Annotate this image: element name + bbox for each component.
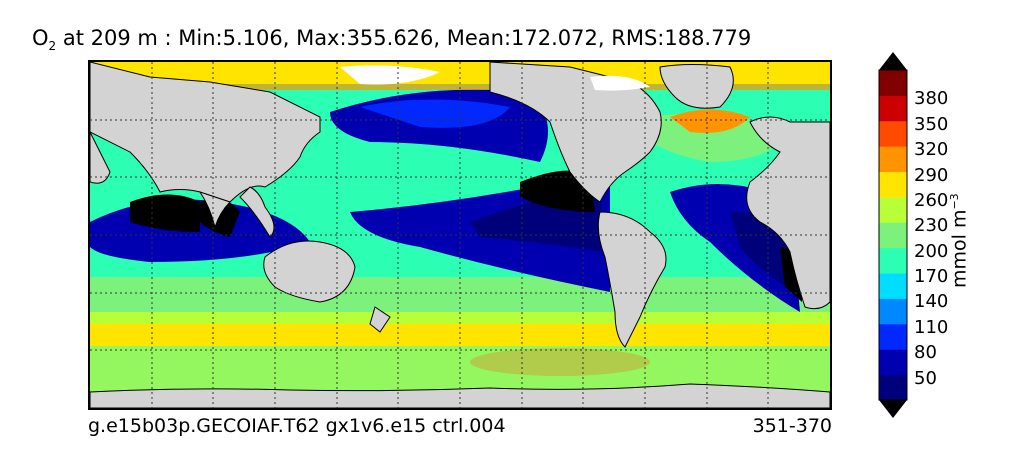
- eurasia-land: [90, 62, 321, 203]
- colorbar-segment: [879, 247, 907, 274]
- colorbar-tick-label: 260: [914, 189, 949, 211]
- se-asia-land: [239, 186, 275, 238]
- colorbar-segment: [879, 120, 907, 147]
- arctic-ice: [340, 65, 440, 85]
- colorbar-tick-label: 170: [914, 266, 949, 288]
- colorbar-extend-low: [879, 400, 907, 418]
- colorbar-segment: [879, 273, 907, 299]
- colorbar-tick-label: 80: [914, 342, 937, 364]
- colorbar-tick-label: 140: [914, 291, 949, 313]
- colorbar-segment: [879, 374, 907, 401]
- new-zealand-land: [369, 306, 391, 333]
- arabian-sea-omz: [130, 194, 200, 232]
- colorbar-segment: [879, 196, 907, 223]
- india-land: [198, 191, 231, 229]
- colorbar-tick-labels: 50 80 110 140 170 200 230 260 290 320 350 380: [912, 52, 972, 418]
- arctic-ice-2: [590, 75, 650, 91]
- colorbar-segment: [879, 323, 907, 350]
- colorbar-tick-label: 110: [914, 316, 949, 338]
- colorbar-tick-label: 200: [914, 240, 949, 262]
- colorbar-extend-high: [879, 52, 907, 70]
- colorbar-segment: [879, 70, 907, 96]
- colorbar-tick-label: 350: [914, 113, 949, 135]
- australia-land: [263, 240, 356, 303]
- colorbar-border: [878, 69, 908, 401]
- north-atlantic-high-o2: [630, 114, 790, 162]
- north-america-land: [489, 62, 662, 203]
- greenland-land: [659, 64, 734, 109]
- colorbar: [878, 52, 908, 418]
- map-canvas: [90, 62, 830, 408]
- colorbar-segment: [879, 171, 907, 198]
- graticule: [90, 62, 830, 408]
- map-title: O2 at 209 m : Min:5.106, Max:355.626, Me…: [32, 26, 752, 54]
- colorbar-tick-label: 320: [914, 139, 949, 161]
- colorbar-segment: [879, 222, 907, 249]
- colorbar-unit-label: mmol m−3: [948, 193, 971, 288]
- africa-europe-land: [746, 116, 830, 310]
- years-label: 351-370: [752, 415, 832, 437]
- colorbar-tick-label: 290: [914, 164, 949, 186]
- case-name-label: g.e15b03p.GECOIAF.T62 gx1v6.e15 ctrl.004: [88, 415, 506, 437]
- north-pacific-core: [360, 99, 510, 128]
- eastern-pacific-core: [520, 170, 595, 212]
- colorbar-segment: [879, 349, 907, 376]
- southern-ocean-band-3: [90, 324, 830, 346]
- labrador-sea: [670, 109, 750, 133]
- colorbar-segment: [879, 95, 907, 122]
- colorbar-tick-label: 230: [914, 215, 949, 237]
- africa-east-land: [90, 131, 111, 184]
- colorbar-tick-label: 380: [914, 88, 949, 110]
- ocean-oxygen-map: [88, 60, 832, 410]
- colorbar-segment: [879, 146, 907, 173]
- colorbar-tick-label: 50: [914, 367, 937, 389]
- colorbar-segment: [879, 298, 907, 325]
- south-america-land: [597, 211, 667, 348]
